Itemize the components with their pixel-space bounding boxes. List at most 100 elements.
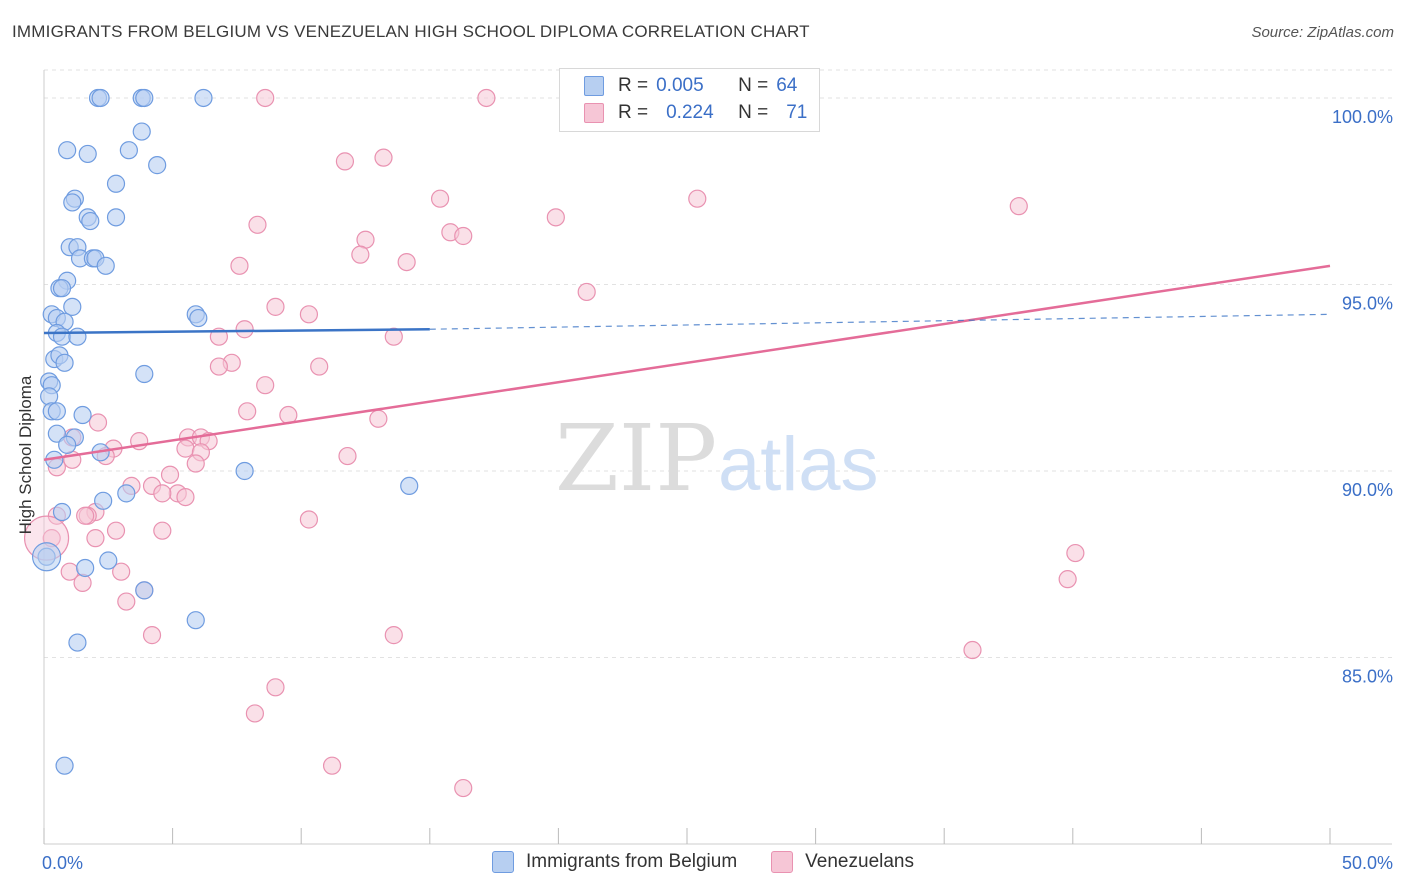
data-point-venezuelans <box>186 454 205 473</box>
data-point-venezuelans <box>1066 543 1085 563</box>
data-point-venezuelans <box>176 439 195 458</box>
chart-title: IMMIGRANTS FROM BELGIUM VS VENEZUELAN HI… <box>12 22 810 41</box>
y-tick-label: 85.0% <box>1342 666 1393 686</box>
data-point-belgium <box>63 297 82 316</box>
series-label-belgium: Immigrants from Belgium <box>526 851 738 872</box>
y-axis-label: High School Diploma <box>16 375 35 534</box>
legend-row-venezuelans: R = 0.224 N = 71 <box>584 101 807 125</box>
data-point-belgium <box>189 308 208 328</box>
data-point-belgium <box>186 611 205 630</box>
data-point-venezuelans <box>454 778 473 798</box>
data-point-belgium <box>78 144 97 164</box>
trend-line-belgium <box>43 327 430 335</box>
legend-r-value-belgium: 0.005 <box>656 75 704 96</box>
data-point-venezuelans <box>76 506 95 525</box>
series-swatch-belgium <box>492 851 514 873</box>
data-point-belgium <box>235 461 254 481</box>
data-point-venezuelans <box>153 484 172 503</box>
data-point-venezuelans <box>546 208 565 227</box>
data-point-venezuelans <box>577 282 596 302</box>
watermark-zip: ZIP <box>555 405 717 512</box>
y-tick-label: 90.0% <box>1342 480 1393 500</box>
legend-r-value-venezuelans: 0.224 <box>666 102 714 123</box>
axes <box>43 70 1392 845</box>
data-point-belgium <box>148 156 167 175</box>
data-point-venezuelans <box>351 245 370 264</box>
watermark-atlas: atlas <box>718 422 879 507</box>
data-point-belgium <box>96 256 115 275</box>
data-point-venezuelans <box>256 376 275 395</box>
data-point-venezuelans <box>430 189 450 208</box>
data-point-belgium <box>55 756 74 775</box>
data-point-belgium <box>76 558 95 578</box>
series-legend: Immigrants from Belgium Venezuelans <box>0 851 1406 873</box>
legend-swatch-venezuelans <box>584 103 604 123</box>
data-point-belgium <box>99 551 118 570</box>
data-point-venezuelans <box>322 756 342 775</box>
trend-line-venezuelans <box>43 264 1331 462</box>
data-point-belgium <box>68 327 87 346</box>
data-point-belgium <box>91 88 110 108</box>
data-point-venezuelans <box>209 357 228 376</box>
data-point-venezuelans <box>117 592 136 611</box>
data-point-belgium <box>119 141 138 160</box>
series-swatch-venezuelans <box>771 851 794 873</box>
data-point-venezuelans <box>256 88 275 108</box>
data-point-belgium <box>55 353 74 372</box>
data-point-belgium <box>52 327 72 346</box>
data-point-venezuelans <box>384 626 403 645</box>
y-tick-label: 95.0% <box>1342 293 1393 313</box>
data-point-belgium <box>63 193 82 212</box>
legend-n-value-belgium: 64 <box>776 75 798 96</box>
y-tick-label: 100.0% <box>1332 107 1393 127</box>
data-point-belgium <box>52 502 72 522</box>
data-point-belgium <box>68 633 87 652</box>
chart-source: Source: ZipAtlas.com <box>1251 24 1394 41</box>
data-point-venezuelans <box>88 413 108 432</box>
data-point-venezuelans <box>369 409 388 428</box>
data-point-belgium <box>81 211 100 231</box>
data-point-belgium <box>58 141 77 160</box>
data-point-venezuelans <box>176 487 195 507</box>
data-point-venezuelans <box>86 529 105 548</box>
data-point-belgium <box>132 122 151 141</box>
data-point-venezuelans <box>266 678 285 697</box>
data-point-venezuelans <box>1058 570 1077 589</box>
data-point-venezuelans <box>454 226 473 246</box>
data-point-belgium <box>194 88 213 108</box>
data-point-belgium <box>135 581 154 600</box>
data-point-venezuelans <box>397 253 416 272</box>
data-point-venezuelans <box>238 402 257 421</box>
data-point-belgium <box>58 435 77 454</box>
data-point-venezuelans <box>153 521 172 540</box>
data-point-venezuelans <box>160 465 180 484</box>
data-point-venezuelans <box>338 446 357 466</box>
correlation-legend: R = 0.005 N = 64 R = 0.224 N = 71 <box>559 68 820 132</box>
data-point-belgium <box>40 387 59 406</box>
series-legend-belgium[interactable]: Immigrants from Belgium <box>492 851 737 873</box>
data-point-belgium <box>73 405 92 425</box>
series-legend-venezuelans[interactable]: Venezuelans <box>771 851 914 873</box>
belgium-points <box>31 88 419 775</box>
data-point-venezuelans <box>963 640 982 660</box>
legend-n-label: N = <box>738 102 769 123</box>
data-point-venezuelans <box>106 521 126 540</box>
legend-n-value-venezuelans: 71 <box>786 102 808 123</box>
data-point-venezuelans <box>142 626 162 645</box>
data-point-venezuelans <box>230 256 249 275</box>
data-point-venezuelans <box>73 573 92 592</box>
data-point-venezuelans <box>266 297 285 316</box>
data-point-venezuelans <box>235 320 254 339</box>
data-point-venezuelans <box>688 189 707 208</box>
series-label-venezuelans: Venezuelans <box>805 851 914 872</box>
data-point-belgium <box>47 424 66 443</box>
legend-n-label: N = <box>738 75 769 96</box>
data-point-venezuelans <box>112 562 131 581</box>
data-point-venezuelans <box>1009 197 1028 216</box>
tick-labels: 85.0% 90.0% 95.0% 100.0% 0.0% 50.0% <box>42 107 1393 873</box>
data-point-belgium <box>52 279 72 298</box>
data-point-venezuelans <box>374 148 393 167</box>
x-tick-label: 50.0% <box>1342 853 1393 873</box>
data-point-venezuelans <box>310 357 329 376</box>
